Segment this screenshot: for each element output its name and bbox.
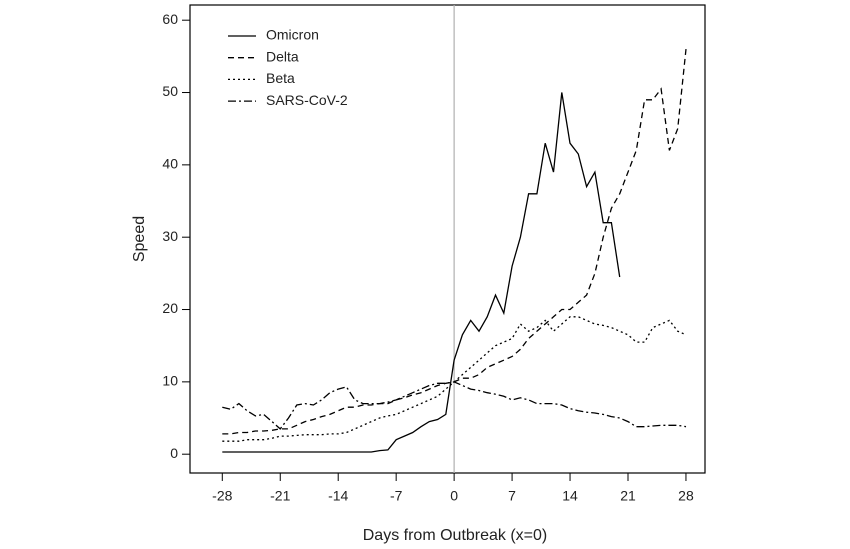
plot-frame xyxy=(189,4,706,474)
y-tick-label: 10 xyxy=(162,373,178,389)
y-tick-label: 0 xyxy=(170,445,178,461)
y-tick-label: 50 xyxy=(162,83,178,99)
x-tick-label: -14 xyxy=(328,488,348,504)
x-tick-label: -21 xyxy=(270,488,290,504)
x-tick-label: -7 xyxy=(390,488,403,504)
legend-label: Omicron xyxy=(266,27,319,43)
x-tick-label: 7 xyxy=(508,488,516,504)
y-tick-label: 60 xyxy=(162,11,178,27)
series-line xyxy=(222,381,687,430)
series-line xyxy=(222,92,621,453)
x-tick-label: 21 xyxy=(620,488,636,504)
x-tick-label: 28 xyxy=(678,488,694,504)
legend-label: SARS-CoV-2 xyxy=(266,92,348,108)
x-tick-label: 14 xyxy=(562,488,578,504)
x-tick-label: 0 xyxy=(450,488,458,504)
y-tick-label: 40 xyxy=(162,156,178,172)
y-axis-label: Speed xyxy=(131,216,148,262)
y-tick-label: 30 xyxy=(162,228,178,244)
x-axis-label: Days from Outbreak (x=0) xyxy=(363,527,548,544)
legend-label: Beta xyxy=(266,70,295,86)
y-tick-label: 20 xyxy=(162,300,178,316)
x-tick-label: -28 xyxy=(212,488,232,504)
legend-label: Delta xyxy=(266,48,299,64)
